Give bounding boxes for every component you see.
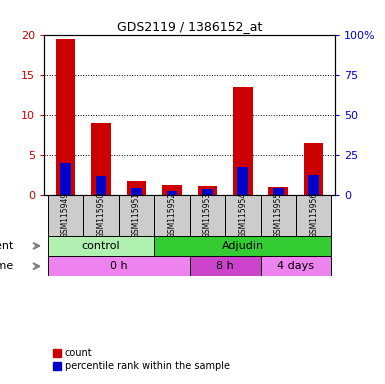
Text: 8 h: 8 h	[216, 261, 234, 271]
Text: GSM115952: GSM115952	[167, 192, 176, 238]
Bar	[308, 175, 319, 195]
Bar	[261, 195, 296, 236]
Bar	[261, 256, 331, 276]
Bar	[60, 163, 71, 195]
Bar	[48, 236, 154, 256]
Bar	[131, 188, 142, 195]
Bar	[127, 181, 146, 195]
Bar	[154, 195, 190, 236]
Bar	[48, 195, 83, 236]
Bar	[119, 195, 154, 236]
Bar	[162, 185, 182, 195]
Text: Adjudin: Adjudin	[222, 241, 264, 251]
Bar	[198, 186, 217, 195]
Text: control: control	[82, 241, 120, 251]
Bar	[304, 143, 323, 195]
Bar	[154, 236, 331, 256]
Bar	[238, 167, 248, 195]
Text: GSM115951: GSM115951	[132, 192, 141, 238]
Bar	[190, 195, 225, 236]
Bar	[56, 38, 75, 195]
Bar	[296, 195, 331, 236]
Text: GSM115954: GSM115954	[238, 192, 247, 238]
Text: time: time	[0, 261, 14, 271]
Text: agent: agent	[0, 241, 14, 251]
Text: GSM115953: GSM115953	[203, 192, 212, 238]
Text: 4 days: 4 days	[278, 261, 315, 271]
Text: GSM115949: GSM115949	[61, 192, 70, 238]
Bar	[167, 191, 177, 195]
Bar	[83, 195, 119, 236]
Text: GSM115955: GSM115955	[274, 192, 283, 238]
Bar	[48, 256, 190, 276]
Bar	[225, 195, 261, 236]
Text: GSM115956: GSM115956	[309, 192, 318, 238]
Bar	[91, 123, 111, 195]
Bar	[202, 189, 213, 195]
Title: GDS2119 / 1386152_at: GDS2119 / 1386152_at	[117, 20, 262, 33]
Bar	[273, 188, 284, 195]
Bar	[95, 176, 106, 195]
Bar	[190, 256, 261, 276]
Bar	[268, 187, 288, 195]
Text: 0 h: 0 h	[110, 261, 127, 271]
Legend: count, percentile rank within the sample: count, percentile rank within the sample	[49, 344, 234, 375]
Text: GSM115950: GSM115950	[97, 192, 105, 238]
Bar	[233, 87, 253, 195]
